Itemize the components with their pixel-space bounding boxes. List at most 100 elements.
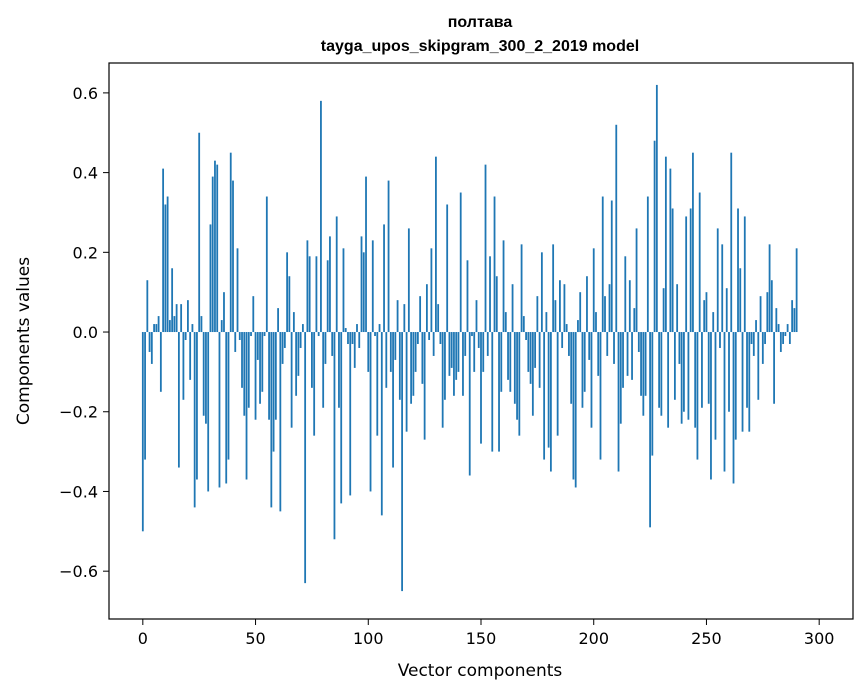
bar	[407, 228, 410, 333]
bar	[301, 324, 304, 333]
bar	[646, 196, 649, 333]
y-tick-label: −0.6	[59, 562, 98, 581]
x-tick-label: 0	[138, 629, 148, 648]
bar	[491, 332, 494, 452]
bar	[696, 332, 699, 460]
bar	[631, 332, 633, 380]
bar	[586, 276, 588, 333]
bar	[241, 332, 243, 388]
bar	[252, 296, 255, 333]
bar	[730, 152, 733, 333]
bar	[495, 276, 498, 333]
bar	[166, 196, 169, 333]
bar	[168, 320, 171, 333]
bar	[365, 176, 367, 333]
bar	[412, 332, 415, 396]
bar	[238, 332, 241, 340]
bar	[559, 280, 561, 333]
bar	[577, 320, 579, 333]
bar	[141, 332, 144, 532]
bar	[227, 332, 230, 460]
bar	[477, 332, 480, 348]
bar	[561, 332, 564, 348]
bar	[622, 332, 624, 388]
bar	[732, 332, 735, 484]
bar	[437, 304, 440, 333]
bar	[597, 332, 600, 376]
bar	[791, 300, 794, 333]
bar	[739, 268, 742, 333]
bar	[701, 332, 703, 408]
bar	[347, 332, 349, 344]
bar	[435, 156, 437, 333]
bar	[245, 332, 248, 480]
bar	[277, 308, 279, 333]
bar	[714, 332, 717, 440]
bar	[306, 240, 309, 333]
bar	[385, 332, 388, 388]
bar	[617, 332, 620, 472]
bar	[471, 332, 473, 337]
bar	[250, 332, 252, 337]
bar	[342, 248, 345, 333]
bar	[527, 332, 530, 372]
bar	[522, 316, 525, 333]
bar	[565, 324, 568, 333]
bar	[513, 332, 516, 404]
bar	[529, 332, 532, 384]
bar	[531, 332, 534, 416]
bar	[374, 332, 376, 337]
bar	[439, 332, 442, 344]
bar	[534, 332, 537, 368]
bar	[520, 244, 523, 333]
bar	[322, 332, 325, 408]
y-axis: −0.6 −0.4 −0.2 0.0 0.2 0.4 0.6	[59, 84, 109, 581]
bar	[669, 168, 672, 333]
y-tick-label: 0.4	[73, 164, 98, 183]
bar	[712, 312, 715, 333]
bar	[392, 332, 394, 468]
bar	[177, 332, 180, 468]
bar	[635, 228, 638, 333]
bar	[507, 332, 509, 380]
bar	[288, 276, 291, 333]
bar	[148, 332, 151, 352]
bar	[662, 288, 665, 333]
bar	[380, 332, 383, 516]
bar	[311, 332, 313, 388]
bar	[211, 176, 214, 333]
bar	[394, 332, 397, 360]
bar	[624, 256, 627, 333]
bar	[610, 200, 613, 333]
bar	[644, 332, 647, 396]
bar	[633, 308, 636, 333]
bar	[642, 332, 645, 416]
bar	[428, 332, 431, 340]
bar	[725, 288, 728, 333]
bar	[387, 180, 390, 333]
bar	[414, 332, 417, 372]
bar	[401, 332, 403, 592]
bar	[788, 332, 791, 344]
bar	[247, 332, 250, 408]
bar	[486, 332, 489, 356]
bar	[660, 332, 663, 416]
bar	[748, 332, 751, 432]
bar	[218, 332, 221, 488]
bar	[595, 312, 597, 333]
y-tick-label: 0.2	[73, 243, 98, 262]
bar	[692, 152, 694, 333]
bar	[480, 332, 482, 444]
bar	[216, 164, 219, 333]
bar	[329, 236, 331, 333]
bar	[202, 332, 205, 416]
bar	[601, 196, 604, 333]
bar	[770, 280, 773, 333]
bar	[356, 324, 358, 333]
bar	[155, 324, 158, 333]
bar	[220, 320, 223, 333]
bar	[150, 332, 153, 364]
bar	[344, 328, 347, 333]
bar	[182, 332, 185, 400]
bar	[574, 332, 577, 488]
